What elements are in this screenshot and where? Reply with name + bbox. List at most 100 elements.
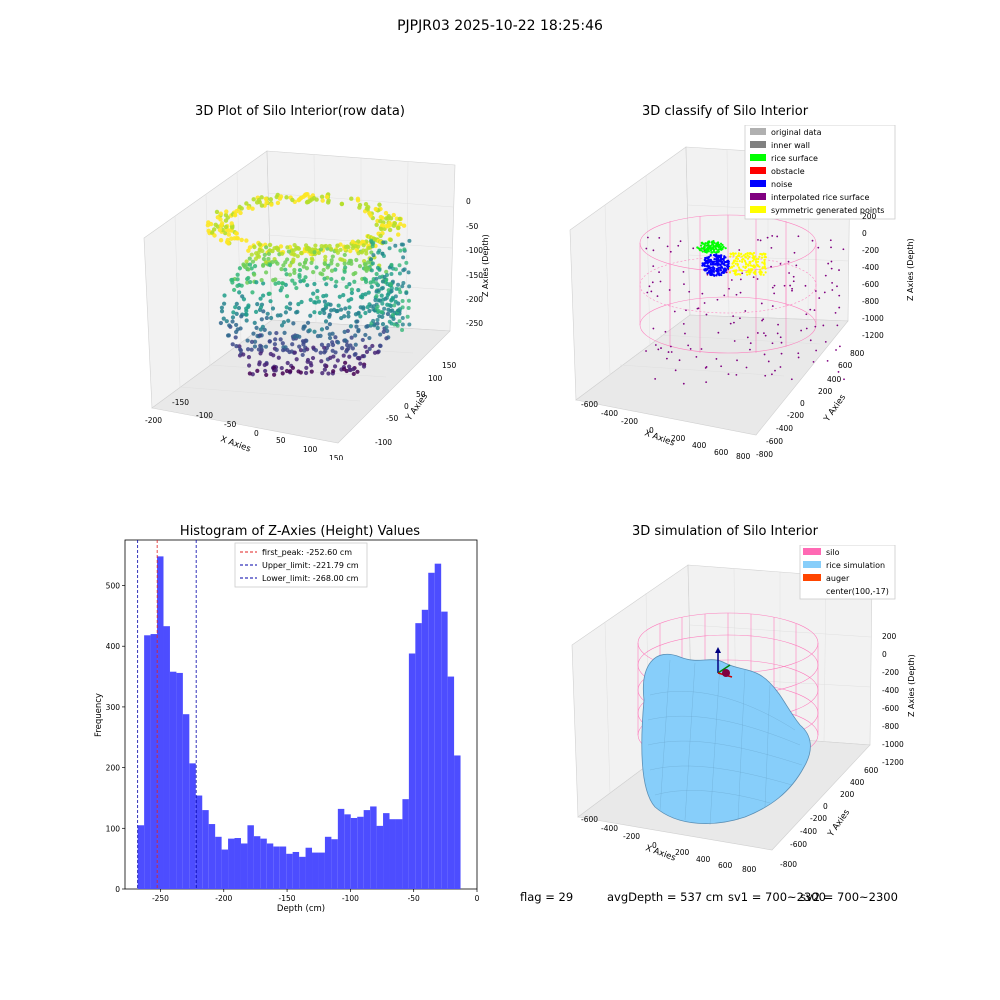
svg-text:-200: -200 xyxy=(787,411,804,420)
histogram-bar xyxy=(182,714,190,889)
legend-obstacle-label: obstacle xyxy=(771,167,805,176)
histogram-legend: first_peak: -252.60 cm Upper_limit: -221… xyxy=(234,542,368,588)
svg-text:-600: -600 xyxy=(790,840,807,849)
histogram-bar xyxy=(402,799,409,889)
classify-y-ticks: -800 -600 -400 -200 0 200 400 600 800 xyxy=(756,349,865,459)
raw-data-plot-title: 3D Plot of Silo Interior(row data) xyxy=(195,104,405,119)
svg-text:-200: -200 xyxy=(621,417,638,426)
svg-text:-200: -200 xyxy=(810,814,827,823)
svg-text:0: 0 xyxy=(800,399,805,408)
histogram-bar xyxy=(428,572,435,889)
svg-text:100: 100 xyxy=(428,374,443,383)
histogram-x-ticks: -250 -200 -150 -100 -50 0 xyxy=(152,889,480,903)
classified-points xyxy=(645,235,845,385)
histogram-x-axis-label: Depth (cm) xyxy=(277,904,325,914)
classify-y-axis-label: Y Axies xyxy=(822,392,849,424)
classify-z-ticks: 200 0 -200 -400 -600 -800 -1000 -1200 xyxy=(862,212,884,340)
histogram-bar xyxy=(266,843,274,889)
depth-histogram: -250 -200 -150 -100 -50 0 0 100 200 300 400 500 De… xyxy=(94,539,480,914)
simulation-y-axis-label: Y Axies xyxy=(826,807,853,839)
svg-text:800: 800 xyxy=(850,349,865,358)
histogram-bar xyxy=(189,763,196,889)
svg-text:-800: -800 xyxy=(780,860,797,869)
histogram-bar xyxy=(337,808,345,889)
svg-text:-800: -800 xyxy=(756,450,773,459)
svg-text:-400: -400 xyxy=(800,827,817,836)
figure-title: PJPJR03 2025-10-22 18:25:46 xyxy=(397,18,603,34)
simulation-z-ticks: 200 0 -200 -400 -600 -800 -1000 -1200 xyxy=(882,632,904,767)
histogram-bar xyxy=(318,852,325,889)
legend-rice-sim-label: rice simulation xyxy=(826,561,885,570)
svg-text:400: 400 xyxy=(850,778,865,787)
svg-text:-600: -600 xyxy=(862,280,879,289)
histogram-bar xyxy=(202,810,209,889)
legend-inner-wall-label: inner wall xyxy=(771,141,810,150)
y-tick-label: 0 xyxy=(115,885,120,894)
legend-lower-limit: Lower_limit: -268.00 cm xyxy=(262,574,359,583)
svg-text:-150: -150 xyxy=(172,398,189,407)
svg-text:-100: -100 xyxy=(466,246,483,255)
svg-text:600: 600 xyxy=(718,861,733,870)
svg-text:0: 0 xyxy=(862,229,867,238)
x-tick-label: -100 xyxy=(342,894,359,903)
histogram-bar xyxy=(395,819,403,889)
histogram-bar xyxy=(370,806,377,889)
histogram-bar xyxy=(137,825,145,889)
svg-text:-200: -200 xyxy=(882,668,899,677)
histogram-bar xyxy=(350,817,358,889)
svg-text:-100: -100 xyxy=(196,411,213,420)
simulation-legend: silo rice simulation auger center(100,-1… xyxy=(799,545,896,600)
svg-text:150: 150 xyxy=(442,361,457,370)
svg-text:-150: -150 xyxy=(466,271,483,280)
legend-swatch-symmetric xyxy=(750,206,766,213)
legend-auger-label: auger xyxy=(826,574,850,583)
histogram-bar xyxy=(163,626,170,889)
classify-3d-plot: original data inner wall rice surface ob… xyxy=(569,125,915,460)
svg-text:200: 200 xyxy=(818,387,833,396)
x-tick-label: -50 xyxy=(408,894,420,903)
svg-text:-1200: -1200 xyxy=(862,331,884,340)
raw-z-axis-label: Z Axies (Depth) xyxy=(481,234,490,297)
svg-text:400: 400 xyxy=(692,441,707,450)
histogram-bar xyxy=(279,846,287,889)
histogram-bar xyxy=(253,836,261,889)
svg-text:0: 0 xyxy=(823,802,828,811)
histogram-bar xyxy=(286,853,293,889)
svg-text:-50: -50 xyxy=(224,420,236,429)
histogram-bar xyxy=(234,838,241,889)
svg-text:150: 150 xyxy=(329,454,344,460)
legend-upper-limit: Upper_limit: -221.79 cm xyxy=(262,561,359,570)
histogram-bar xyxy=(144,635,151,889)
classify-legend: original data inner wall rice surface ob… xyxy=(744,125,896,220)
svg-text:400: 400 xyxy=(827,375,842,384)
histogram-bar xyxy=(228,838,235,889)
sv2-status: sv2 = 700~2300 xyxy=(800,890,898,904)
svg-text:-400: -400 xyxy=(776,424,793,433)
svg-text:-200: -200 xyxy=(145,416,162,425)
legend-swatch-silo xyxy=(803,548,821,555)
silo-wireframe xyxy=(639,214,817,354)
histogram-bar xyxy=(157,556,164,889)
legend-swatch-original xyxy=(750,128,766,135)
x-tick-label: 0 xyxy=(475,894,480,903)
x-tick-label: -200 xyxy=(215,894,232,903)
svg-text:-600: -600 xyxy=(581,400,598,409)
y-tick-label: 200 xyxy=(106,764,121,773)
histogram-bar xyxy=(305,847,313,889)
histogram-bar xyxy=(376,825,384,889)
histogram-bar xyxy=(312,852,319,889)
svg-text:0: 0 xyxy=(254,429,259,438)
legend-original-label: original data xyxy=(771,128,822,137)
svg-text:400: 400 xyxy=(696,855,711,864)
svg-text:600: 600 xyxy=(838,361,853,370)
svg-text:50: 50 xyxy=(276,436,286,445)
y-tick-label: 100 xyxy=(106,824,121,833)
rice-mesh-lines xyxy=(647,659,803,826)
svg-text:0: 0 xyxy=(652,841,657,850)
legend-symmetric-label: symmetric generated points xyxy=(771,206,884,215)
svg-text:-600: -600 xyxy=(581,815,598,824)
histogram-bar xyxy=(247,825,254,889)
svg-text:0: 0 xyxy=(404,402,409,411)
histogram-bar xyxy=(344,814,351,889)
svg-text:-800: -800 xyxy=(882,722,899,731)
